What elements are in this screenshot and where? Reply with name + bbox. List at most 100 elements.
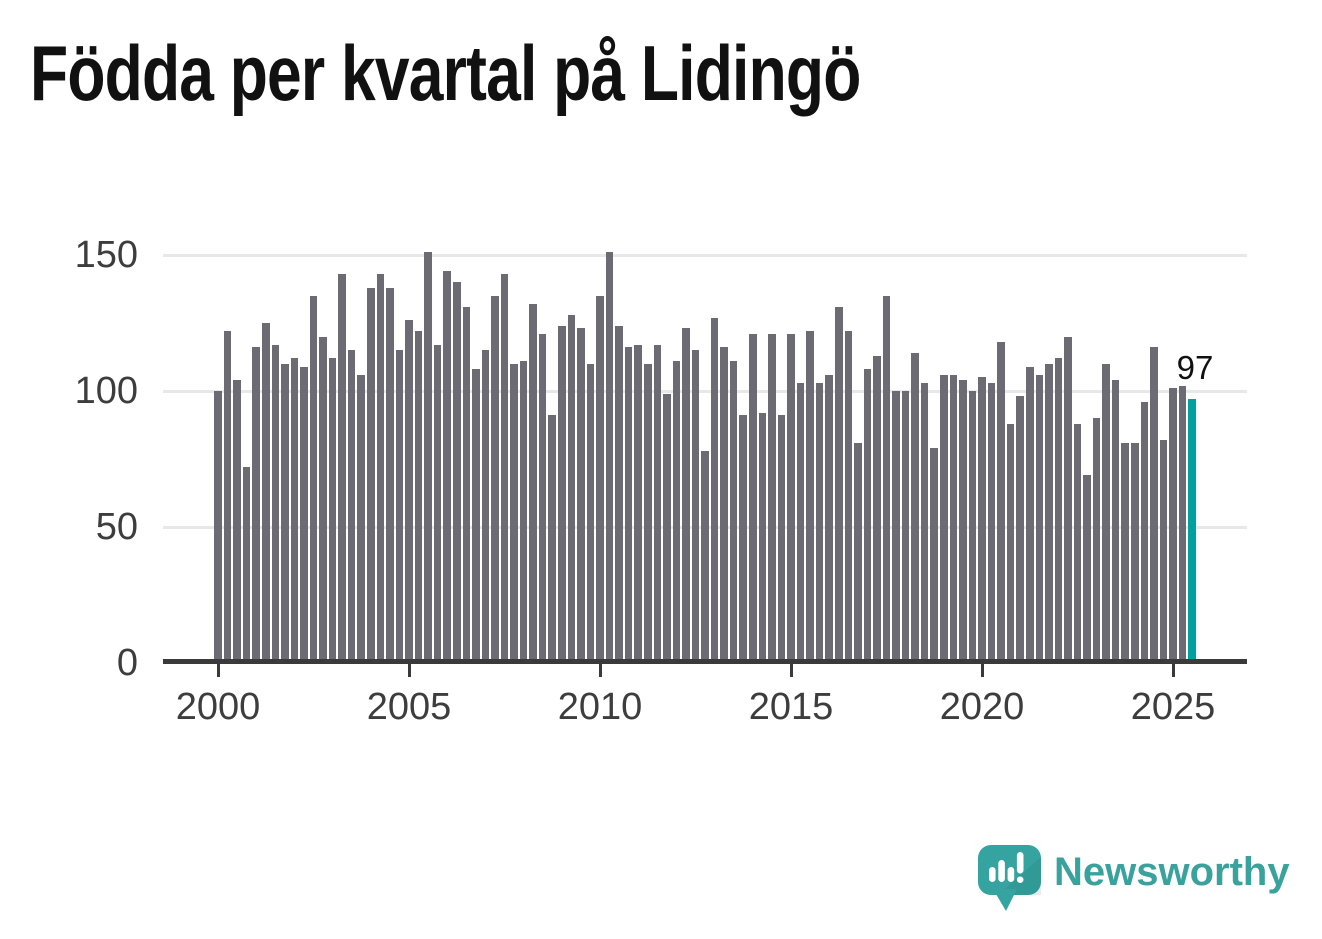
bar-2020-q4 bbox=[1006, 423, 1015, 663]
bar-2023-q2 bbox=[1102, 363, 1110, 663]
bar-2010-q4 bbox=[624, 347, 633, 663]
bar-2013-q3 bbox=[729, 361, 738, 663]
newsworthy-logo-icon bbox=[978, 845, 1041, 911]
bar-2019-q3 bbox=[959, 380, 967, 663]
bar-2004-q3 bbox=[386, 287, 394, 663]
bar-2002-q2 bbox=[300, 366, 308, 663]
bar-2013-q4 bbox=[739, 415, 748, 663]
bar-2023-q4 bbox=[1121, 442, 1130, 663]
bar-2016-q1 bbox=[825, 374, 833, 663]
x-tick-label-2005: 2005 bbox=[366, 686, 452, 728]
gridline-100 bbox=[163, 389, 1247, 393]
bar-2014-q3 bbox=[768, 333, 776, 663]
bar-2005-q4 bbox=[433, 344, 442, 663]
bar-2011-q3 bbox=[653, 344, 662, 663]
bar-2002-q4 bbox=[319, 336, 327, 663]
bar-2024-q4 bbox=[1159, 439, 1168, 663]
bar-2014-q1 bbox=[749, 333, 757, 663]
bar-2013-q2 bbox=[720, 347, 728, 663]
bar-2009-q1 bbox=[558, 325, 566, 663]
gridline-150 bbox=[163, 253, 1247, 257]
bar-2021-q1 bbox=[1016, 396, 1024, 663]
bar-2004-q1 bbox=[367, 287, 375, 663]
bar-2019-q2 bbox=[949, 374, 958, 663]
bar-2012-q4 bbox=[701, 450, 709, 663]
x-tick-label-2000: 2000 bbox=[175, 686, 261, 728]
bar-2006-q2 bbox=[452, 282, 461, 663]
latest-value-label: 97 bbox=[1176, 349, 1214, 386]
bar-2013-q1 bbox=[710, 317, 719, 663]
bar-2012-q3 bbox=[691, 350, 700, 663]
bar-2005-q1 bbox=[405, 320, 413, 663]
bar-2017-q4 bbox=[892, 391, 900, 663]
bar-2021-q2 bbox=[1025, 366, 1034, 663]
bar-2024-q3 bbox=[1150, 347, 1158, 663]
bar-2012-q2 bbox=[682, 328, 690, 663]
bar-2011-q1 bbox=[634, 344, 642, 663]
bar-2010-q3 bbox=[615, 325, 623, 663]
bar-2001-q4 bbox=[281, 363, 289, 663]
bar-2016-q4 bbox=[854, 442, 862, 663]
bar-2005-q2 bbox=[414, 331, 423, 663]
bar-2016-q3 bbox=[844, 331, 853, 663]
bar-2008-q1 bbox=[519, 361, 528, 663]
newsworthy-logo-text: Newsworthy bbox=[1054, 850, 1290, 894]
bar-2001-q3 bbox=[271, 344, 280, 663]
bar-2017-q2 bbox=[873, 355, 881, 663]
bar-2016-q2 bbox=[834, 306, 843, 663]
x-tick-label-2010: 2010 bbox=[557, 686, 643, 728]
bar-2007-q4 bbox=[510, 363, 518, 663]
bar-2021-q4 bbox=[1045, 363, 1053, 663]
bar-2008-q3 bbox=[538, 333, 547, 663]
x-tick-2020 bbox=[980, 664, 984, 677]
bar-2021-q3 bbox=[1035, 374, 1044, 663]
bar-2007-q2 bbox=[491, 295, 499, 663]
bar-2018-q1 bbox=[901, 391, 910, 663]
bar-2017-q1 bbox=[863, 369, 872, 663]
chart-title: Födda per kvartal på Lidingö bbox=[30, 29, 861, 117]
bar-2004-q4 bbox=[395, 350, 404, 663]
bar-2000-q3 bbox=[233, 380, 241, 663]
bar-2024-q2 bbox=[1140, 401, 1149, 663]
bar-2007-q3 bbox=[500, 274, 509, 663]
bar-2022-q4 bbox=[1083, 475, 1091, 663]
bar-2020-q1 bbox=[978, 377, 986, 663]
bar-2000-q1 bbox=[214, 391, 222, 663]
bar-2017-q3 bbox=[882, 295, 891, 663]
bar-2015-q1 bbox=[787, 333, 795, 663]
bar-2011-q4 bbox=[663, 393, 671, 663]
bar-2001-q2 bbox=[261, 323, 270, 663]
bar-2004-q2 bbox=[376, 274, 385, 663]
bar-2008-q4 bbox=[548, 415, 557, 663]
bar-2010-q2 bbox=[605, 252, 614, 663]
bar-2008-q2 bbox=[529, 303, 537, 663]
x-axis-line bbox=[163, 659, 1247, 664]
bar-2018-q3 bbox=[920, 382, 929, 663]
bar-2005-q3 bbox=[424, 252, 432, 663]
bar-2019-q4 bbox=[968, 391, 977, 663]
bar-2003-q3 bbox=[347, 350, 356, 663]
bar-2011-q2 bbox=[643, 363, 652, 663]
bar-2009-q4 bbox=[586, 363, 595, 663]
bar-2015-q3 bbox=[806, 331, 814, 663]
bar-2019-q1 bbox=[940, 374, 948, 663]
bar-2006-q1 bbox=[443, 271, 451, 663]
bar-2002-q1 bbox=[290, 358, 299, 663]
y-tick-label-150: 150 bbox=[74, 234, 138, 276]
bar-2012-q1 bbox=[672, 361, 681, 663]
bar-2003-q2 bbox=[338, 274, 346, 663]
bar-2025-q1 bbox=[1169, 388, 1177, 663]
bar-2018-q4 bbox=[930, 448, 939, 663]
bar-2006-q4 bbox=[472, 369, 480, 663]
x-tick-2015 bbox=[789, 664, 793, 677]
bar-2025-q3-highlighted bbox=[1188, 399, 1196, 663]
bar-2014-q4 bbox=[777, 415, 786, 663]
x-tick-label-2025: 2025 bbox=[1130, 686, 1216, 728]
bar-2025-q2 bbox=[1178, 385, 1187, 663]
bar-2022-q1 bbox=[1054, 358, 1063, 663]
bar-2023-q3 bbox=[1111, 380, 1120, 663]
bar-2014-q2 bbox=[758, 412, 767, 663]
bar-2003-q4 bbox=[357, 374, 366, 663]
y-tick-label-0: 0 bbox=[116, 642, 138, 684]
